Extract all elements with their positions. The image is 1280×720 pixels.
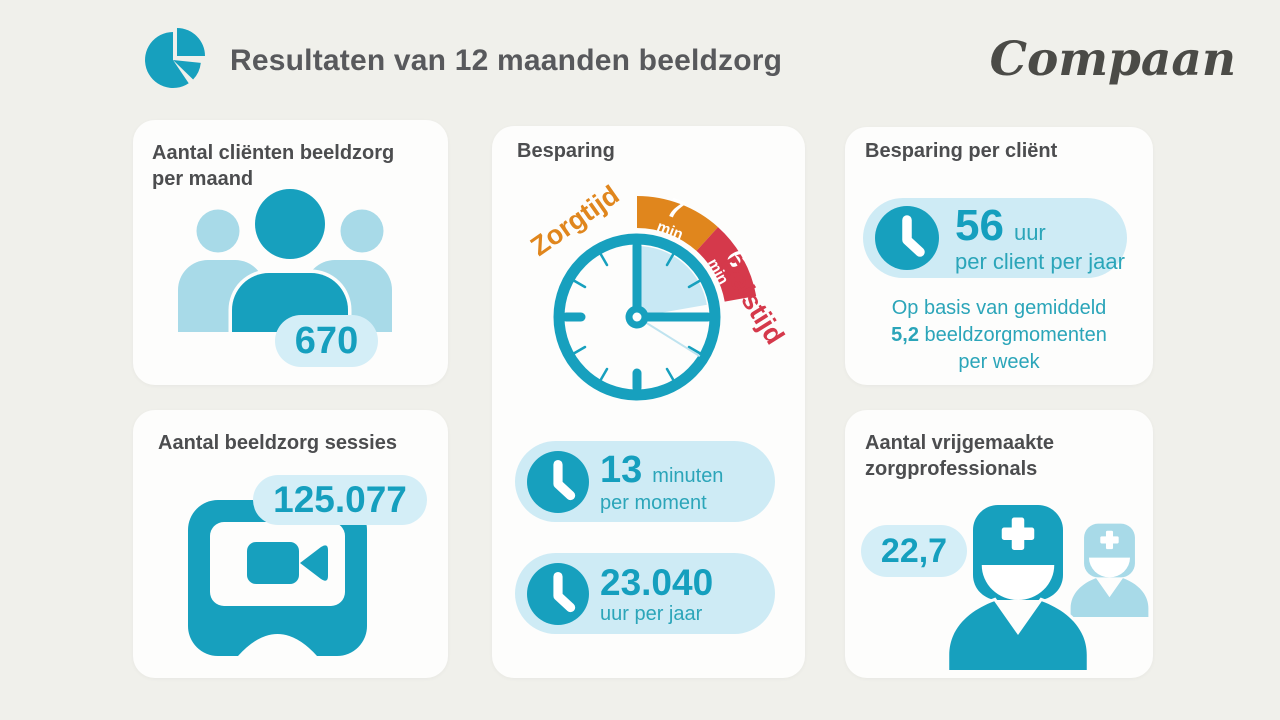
video-camera-icon [247,542,299,584]
savings-clock-chart: 7 min 6 min Zorgtijd Reistijd [482,144,812,479]
clients-count: 670 [294,319,359,362]
card-professionals-title: Aantal vrijgemaakte zorgprofessionals [865,432,1054,481]
care-time-arc [637,196,718,251]
per-client-caption: per client per jaar [955,249,1125,275]
clients-count-badge: 670 [275,315,378,367]
card-saving-title: Besparing [517,140,615,162]
nurse-secondary-icon [1067,518,1152,617]
saving-per-year-value: 23.040 [600,561,714,603]
card-sessions-title: Aantal beeldzorg sessies [158,432,397,454]
card-per-client: Besparing per cliënt 56 uur per client p… [845,127,1153,385]
sessions-count: 125.077 [273,479,407,520]
clock-wedge [637,246,707,317]
video-tablet-icon [188,500,367,656]
nurse-icon [943,495,1093,674]
saving-per-moment-caption: per moment [600,491,707,514]
card-per-client-title: Besparing per cliënt [865,140,1058,162]
card-sessions: Aantal beeldzorg sessies 125.077 [133,410,448,678]
card-professionals: Aantal vrijgemaakte zorgprofessionals 22… [845,410,1153,678]
per-client-value: 56 [955,201,1004,251]
professionals-count-badge: 22,7 [861,525,967,577]
clock-icon [875,206,939,270]
travel-time-arc [696,227,757,302]
saving-per-moment-unit: minuten [652,465,724,488]
per-client-pill: 56 uur per client per jaar [863,198,1127,278]
card-clients: Aantal cliënten beeldzorg per maand 670 [133,120,448,385]
compaan-logo: Compaan [989,32,1236,87]
saving-per-year-caption: uur per jaar [600,603,703,626]
per-client-unit: uur [1013,220,1046,246]
saving-per-moment-value: 13 [600,449,643,492]
card-saving: Besparing [492,126,805,678]
header: Resultaten van 12 maanden beeldzorg Comp… [0,0,1280,110]
page-title: Resultaten van 12 maanden beeldzorg [230,44,783,77]
professionals-count: 22,7 [880,531,948,570]
clock-icon [527,562,589,625]
card-clients-title: Aantal cliënten beeldzorg per maand [152,142,395,191]
pie-chart-icon [143,25,207,91]
saving-per-year-pill: 23.040 uur per jaar [515,553,775,634]
per-client-note: Op basis van gemiddeld 5,2 beeldzorgmome… [891,297,1107,373]
sessions-count-badge: 125.077 [253,475,427,525]
second-hand [636,316,701,358]
saving-per-moment-pill: 13 minuten per moment [515,441,775,522]
clock-icon [527,450,589,513]
